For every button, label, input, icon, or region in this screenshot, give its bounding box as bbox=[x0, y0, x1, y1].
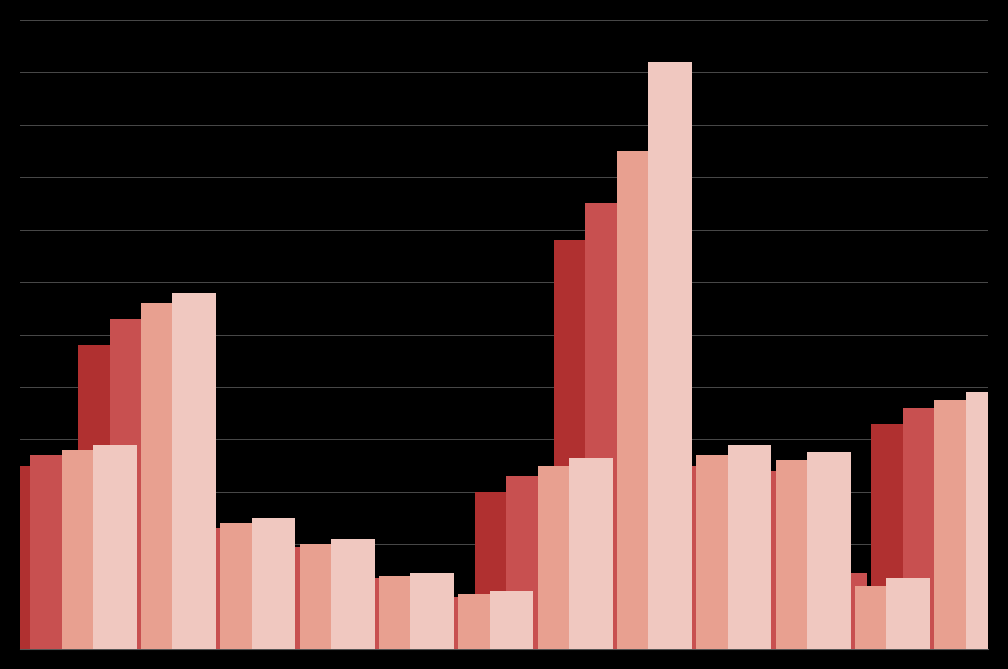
Bar bbox=[395, 602, 439, 649]
Bar bbox=[871, 423, 915, 649]
Bar bbox=[697, 455, 740, 649]
Bar bbox=[299, 544, 343, 649]
Bar bbox=[348, 578, 391, 649]
Bar bbox=[93, 444, 137, 649]
Bar bbox=[268, 547, 311, 649]
Bar bbox=[475, 492, 518, 649]
Bar bbox=[172, 292, 216, 649]
Bar bbox=[237, 555, 280, 649]
Bar bbox=[775, 460, 820, 649]
Bar bbox=[569, 458, 613, 649]
Bar bbox=[379, 575, 422, 649]
Bar bbox=[617, 151, 660, 649]
Bar bbox=[586, 203, 629, 649]
Bar bbox=[79, 345, 122, 649]
Bar bbox=[221, 523, 264, 649]
Bar bbox=[61, 450, 105, 649]
Bar bbox=[934, 400, 978, 649]
Bar bbox=[188, 529, 233, 649]
Bar bbox=[110, 319, 153, 649]
Bar bbox=[855, 586, 898, 649]
Bar bbox=[0, 466, 42, 649]
Bar bbox=[886, 578, 929, 649]
Bar bbox=[792, 581, 836, 649]
Bar bbox=[459, 594, 502, 649]
Bar bbox=[966, 392, 1008, 649]
Bar bbox=[824, 573, 867, 649]
Bar bbox=[30, 455, 74, 649]
Bar bbox=[807, 452, 851, 649]
Bar bbox=[665, 466, 709, 649]
Bar bbox=[506, 476, 549, 649]
Bar bbox=[744, 471, 787, 649]
Bar bbox=[633, 481, 677, 649]
Bar bbox=[648, 62, 691, 649]
Bar bbox=[331, 539, 375, 649]
Bar bbox=[713, 486, 756, 649]
Bar bbox=[157, 539, 201, 649]
Bar bbox=[426, 597, 471, 649]
Bar bbox=[554, 240, 598, 649]
Bar bbox=[252, 518, 295, 649]
Bar bbox=[903, 408, 947, 649]
Bar bbox=[317, 586, 360, 649]
Bar bbox=[410, 573, 454, 649]
Bar bbox=[490, 591, 533, 649]
Bar bbox=[141, 303, 184, 649]
Bar bbox=[728, 444, 771, 649]
Bar bbox=[537, 466, 582, 649]
